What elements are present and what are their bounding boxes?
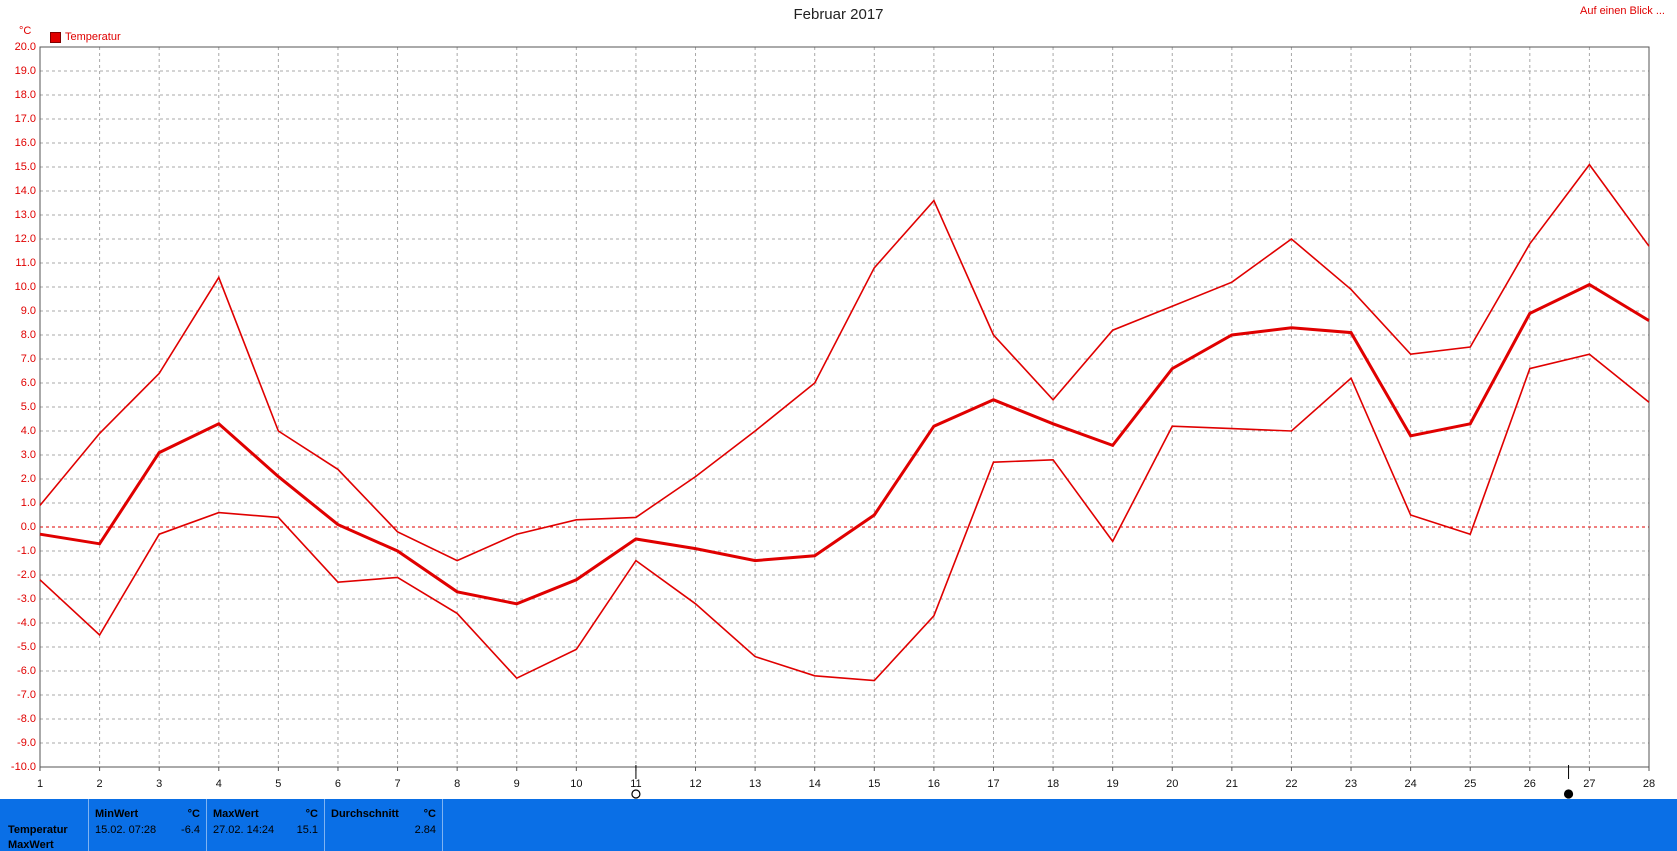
y-tick-label: 11.0 bbox=[15, 257, 36, 269]
x-tick-label: 20 bbox=[1166, 778, 1178, 790]
y-tick-label: 1.0 bbox=[21, 497, 36, 509]
x-tick-label: 14 bbox=[809, 778, 821, 790]
x-tick-label: 26 bbox=[1524, 778, 1536, 790]
y-tick-label: 13.0 bbox=[15, 209, 36, 221]
y-tick-label: 4.0 bbox=[21, 425, 36, 437]
y-tick-label: 20.0 bbox=[15, 41, 36, 53]
x-tick-label: 17 bbox=[987, 778, 999, 790]
x-tick-label: 5 bbox=[275, 778, 281, 790]
y-tick-label: 6.0 bbox=[21, 377, 36, 389]
stat-avg: Durchschnitt °C 2.84 bbox=[324, 799, 443, 851]
stat-max: MaxWert °C 27.02. 14:24 15.1 bbox=[206, 799, 324, 851]
stat-avg-header: Durchschnitt bbox=[331, 808, 399, 820]
x-tick-label: 8 bbox=[454, 778, 460, 790]
y-tick-label: 2.0 bbox=[21, 473, 36, 485]
marker-dot-open bbox=[631, 789, 641, 799]
stat-min-header: MinWert bbox=[95, 808, 139, 820]
x-tick-label: 22 bbox=[1285, 778, 1297, 790]
x-tick-label: 10 bbox=[570, 778, 582, 790]
x-tick-label: 27 bbox=[1583, 778, 1595, 790]
y-tick-label: -6.0 bbox=[17, 665, 36, 677]
stat-max-value: 15.1 bbox=[296, 824, 318, 836]
plot-frame bbox=[39, 46, 1650, 768]
temperature-chart: 20.019.018.017.016.015.014.013.012.011.0… bbox=[11, 41, 1655, 799]
overview-link[interactable]: Auf einen Blick ... bbox=[1580, 5, 1665, 17]
y-tick-label: 9.0 bbox=[21, 305, 36, 317]
x-tick-label: 1 bbox=[37, 778, 43, 790]
x-tick-label: 28 bbox=[1643, 778, 1655, 790]
stat-avg-value: 2.84 bbox=[414, 824, 436, 836]
y-axis-unit: °C bbox=[19, 25, 32, 37]
stat-max-date: 27.02. 14:24 bbox=[213, 824, 275, 836]
y-tick-label: 0.0 bbox=[21, 521, 36, 533]
series-line-max bbox=[39, 163, 1650, 562]
x-tick-label: 16 bbox=[928, 778, 940, 790]
x-tick-label: 19 bbox=[1107, 778, 1119, 790]
stats-row-label-temperature: Temperatur bbox=[8, 824, 68, 836]
y-tick-label: -8.0 bbox=[17, 713, 36, 725]
y-tick-label: -7.0 bbox=[17, 689, 36, 701]
stats-row-label-maxwert: MaxWert bbox=[8, 839, 54, 851]
chart-title: Februar 2017 bbox=[793, 6, 884, 23]
stat-min-date: 15.02. 07:28 bbox=[95, 824, 157, 836]
y-tick-label: 10.0 bbox=[15, 281, 36, 293]
x-tick-label: 7 bbox=[394, 778, 400, 790]
y-tick-label: 5.0 bbox=[21, 401, 36, 413]
y-tick-label: -4.0 bbox=[17, 617, 36, 629]
x-tick-label: 13 bbox=[749, 778, 761, 790]
x-tick-label: 9 bbox=[514, 778, 520, 790]
stats-panel: Temperatur MaxWert MinWert °C 15.02. 07:… bbox=[0, 799, 1677, 851]
x-tick-label: 12 bbox=[689, 778, 701, 790]
x-tick-label: 24 bbox=[1405, 778, 1417, 790]
y-tick-label: -5.0 bbox=[17, 641, 36, 653]
stat-avg-unit: °C bbox=[423, 808, 436, 820]
y-tick-label: -2.0 bbox=[17, 569, 36, 581]
x-tick-label: 6 bbox=[335, 778, 341, 790]
x-tick-label: 15 bbox=[868, 778, 880, 790]
y-tick-label: 8.0 bbox=[21, 329, 36, 341]
y-tick-label: -9.0 bbox=[17, 737, 36, 749]
legend-label: Temperatur bbox=[65, 31, 121, 43]
y-tick-label: -3.0 bbox=[17, 593, 36, 605]
stat-min-unit: °C bbox=[187, 808, 200, 820]
x-tick-label: 4 bbox=[216, 778, 222, 790]
y-tick-label: 19.0 bbox=[15, 65, 36, 77]
x-tick-label: 25 bbox=[1464, 778, 1476, 790]
y-tick-label: 16.0 bbox=[15, 137, 36, 149]
stat-max-unit: °C bbox=[305, 808, 318, 820]
y-tick-label: 7.0 bbox=[21, 353, 36, 365]
stat-min: MinWert °C 15.02. 07:28 -6.4 bbox=[88, 799, 206, 851]
x-tick-label: 3 bbox=[156, 778, 162, 790]
y-tick-label: 14.0 bbox=[15, 185, 36, 197]
x-tick-label: 18 bbox=[1047, 778, 1059, 790]
stat-max-header: MaxWert bbox=[213, 808, 259, 820]
y-tick-label: 12.0 bbox=[15, 233, 36, 245]
legend: Temperatur bbox=[50, 31, 121, 43]
x-tick-label: 23 bbox=[1345, 778, 1357, 790]
stat-min-value: -6.4 bbox=[181, 824, 200, 836]
series-line-avg bbox=[39, 282, 1650, 606]
legend-swatch bbox=[50, 31, 61, 43]
y-tick-label: 18.0 bbox=[15, 89, 36, 101]
y-tick-label: -10.0 bbox=[11, 761, 36, 773]
y-tick-label: 17.0 bbox=[15, 113, 36, 125]
y-tick-label: 3.0 bbox=[21, 449, 36, 461]
y-tick-label: -1.0 bbox=[17, 545, 36, 557]
y-tick-label: 15.0 bbox=[15, 161, 36, 173]
x-tick-label: 2 bbox=[97, 778, 103, 790]
x-tick-label: 21 bbox=[1226, 778, 1238, 790]
x-tick-label: 11 bbox=[630, 778, 641, 790]
series-line-min bbox=[39, 353, 1650, 682]
marker-dot-filled bbox=[1563, 789, 1574, 799]
